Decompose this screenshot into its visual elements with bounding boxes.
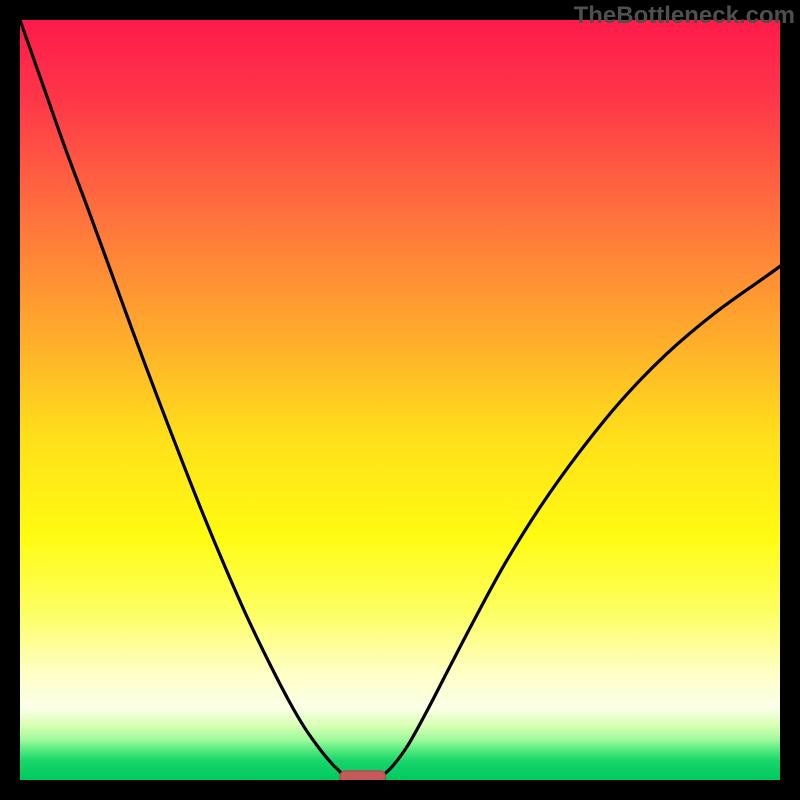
- watermark-text: TheBottleneck.com: [574, 2, 795, 30]
- chart-svg: [20, 20, 780, 780]
- optimum-marker: [340, 771, 386, 780]
- plot-area: [20, 20, 780, 780]
- gradient-background: [20, 20, 780, 780]
